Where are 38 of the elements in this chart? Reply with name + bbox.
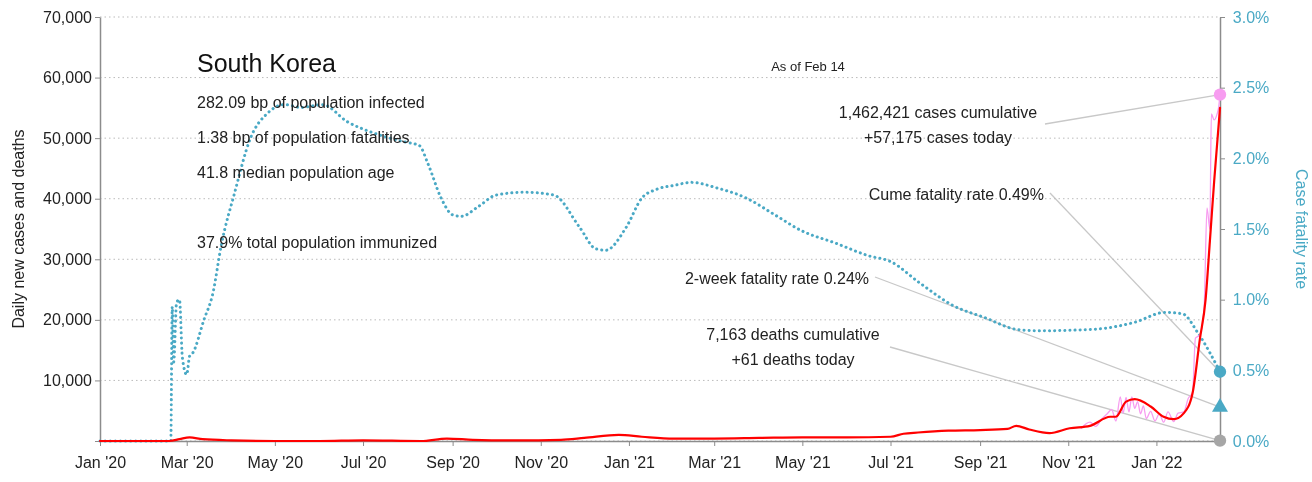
annotation: 7,163 deaths cumulative +61 deaths today: [706, 326, 880, 368]
annotation: 282.09 bp of population infected: [197, 94, 425, 111]
y-axis-title: Daily new cases and deaths: [10, 129, 27, 329]
x-tick-label: Nov '20: [514, 454, 569, 472]
y-tick-label: 10,000: [43, 372, 93, 390]
y2-tick-label: 3.0%: [1232, 8, 1270, 26]
x-tick-label: May '21: [775, 454, 831, 472]
y-tick-label: 30,000: [43, 250, 93, 268]
annotation: 1,462,421 cases cumulative +57,175 cases today: [838, 104, 1038, 146]
y-tick-label: 50,000: [43, 129, 93, 147]
y2-axis-title: Case fatality rate: [1293, 168, 1310, 290]
y-tick-label: 40,000: [43, 190, 93, 208]
x-tick-label: May '20: [247, 454, 304, 472]
y2-tick-label: 0.5%: [1232, 361, 1270, 379]
x-tick-label: Jul '21: [868, 454, 914, 472]
y-tick-label: 20,000: [43, 311, 93, 329]
x-tick-label: Jan '22: [1131, 454, 1183, 472]
x-tick-label: Jul '20: [340, 454, 387, 472]
y2-tick-label: 0.0%: [1232, 432, 1270, 450]
x-tick-label: Jan '21: [603, 454, 656, 472]
annotation: 41.8 median population age: [197, 164, 395, 181]
annotation: 2-week fatality rate 0.24%: [684, 270, 869, 287]
y2-tick-label: 2.5%: [1232, 79, 1270, 97]
y-tick-label: 60,000: [43, 69, 93, 87]
x-tick-label: Sep '20: [426, 454, 481, 472]
y2-tick-label: 1.0%: [1232, 291, 1270, 309]
annotation: 37.9% total population immunized: [197, 234, 438, 251]
y2-tick-label: 2.0%: [1232, 149, 1270, 167]
annotation: Cume fatality rate 0.49%: [868, 186, 1044, 203]
x-tick-label: Jan '20: [74, 454, 127, 472]
y2-tick-label: 1.5%: [1232, 220, 1270, 238]
x-tick-label: Nov '21: [1041, 454, 1096, 472]
y-tick-label: 70,000: [43, 8, 93, 26]
x-tick-label: Mar '20: [160, 454, 214, 472]
text: South Korea: [197, 49, 337, 77]
x-tick-label: Sep '21: [953, 454, 1008, 472]
x-tick-label: Mar '21: [688, 454, 742, 472]
annotation: As of Feb 14: [771, 59, 845, 74]
